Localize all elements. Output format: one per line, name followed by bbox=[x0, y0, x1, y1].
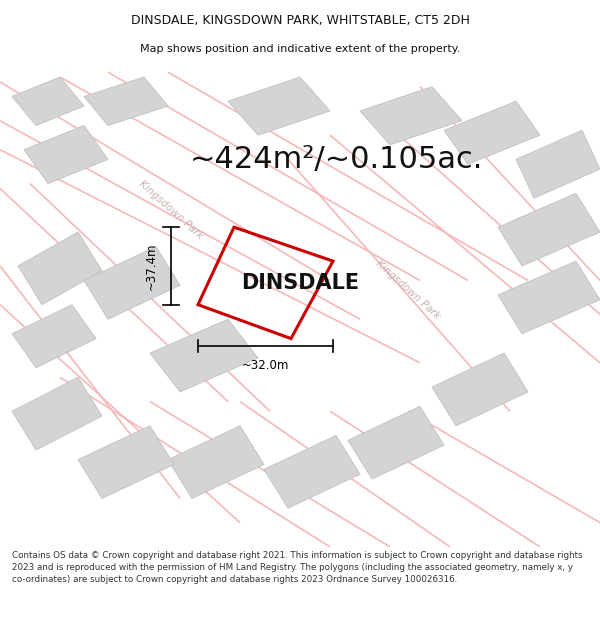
Polygon shape bbox=[360, 87, 462, 145]
Polygon shape bbox=[12, 304, 96, 368]
Polygon shape bbox=[150, 319, 258, 392]
Text: Kingsdown Park: Kingsdown Park bbox=[137, 179, 205, 241]
Polygon shape bbox=[228, 77, 330, 135]
Polygon shape bbox=[516, 130, 600, 198]
Text: ~424m²/~0.105ac.: ~424m²/~0.105ac. bbox=[190, 145, 482, 174]
Polygon shape bbox=[12, 77, 84, 126]
Text: ~37.4m: ~37.4m bbox=[145, 242, 158, 289]
Polygon shape bbox=[432, 353, 528, 426]
Text: Map shows position and indicative extent of the property.: Map shows position and indicative extent… bbox=[140, 44, 460, 54]
Polygon shape bbox=[444, 101, 540, 164]
Polygon shape bbox=[168, 426, 264, 499]
Text: Contains OS data © Crown copyright and database right 2021. This information is : Contains OS data © Crown copyright and d… bbox=[12, 551, 583, 584]
Text: ~32.0m: ~32.0m bbox=[242, 359, 289, 372]
Polygon shape bbox=[84, 246, 180, 319]
Polygon shape bbox=[24, 126, 108, 184]
Polygon shape bbox=[18, 232, 102, 304]
Polygon shape bbox=[498, 261, 600, 334]
Polygon shape bbox=[12, 378, 102, 450]
Polygon shape bbox=[498, 193, 600, 266]
Text: DINSDALE: DINSDALE bbox=[241, 273, 359, 293]
Text: DINSDALE, KINGSDOWN PARK, WHITSTABLE, CT5 2DH: DINSDALE, KINGSDOWN PARK, WHITSTABLE, CT… bbox=[131, 14, 469, 27]
Polygon shape bbox=[348, 406, 444, 479]
Text: Kingsdown Park: Kingsdown Park bbox=[374, 259, 442, 321]
Polygon shape bbox=[78, 426, 174, 499]
Polygon shape bbox=[264, 436, 360, 508]
Polygon shape bbox=[84, 77, 168, 126]
